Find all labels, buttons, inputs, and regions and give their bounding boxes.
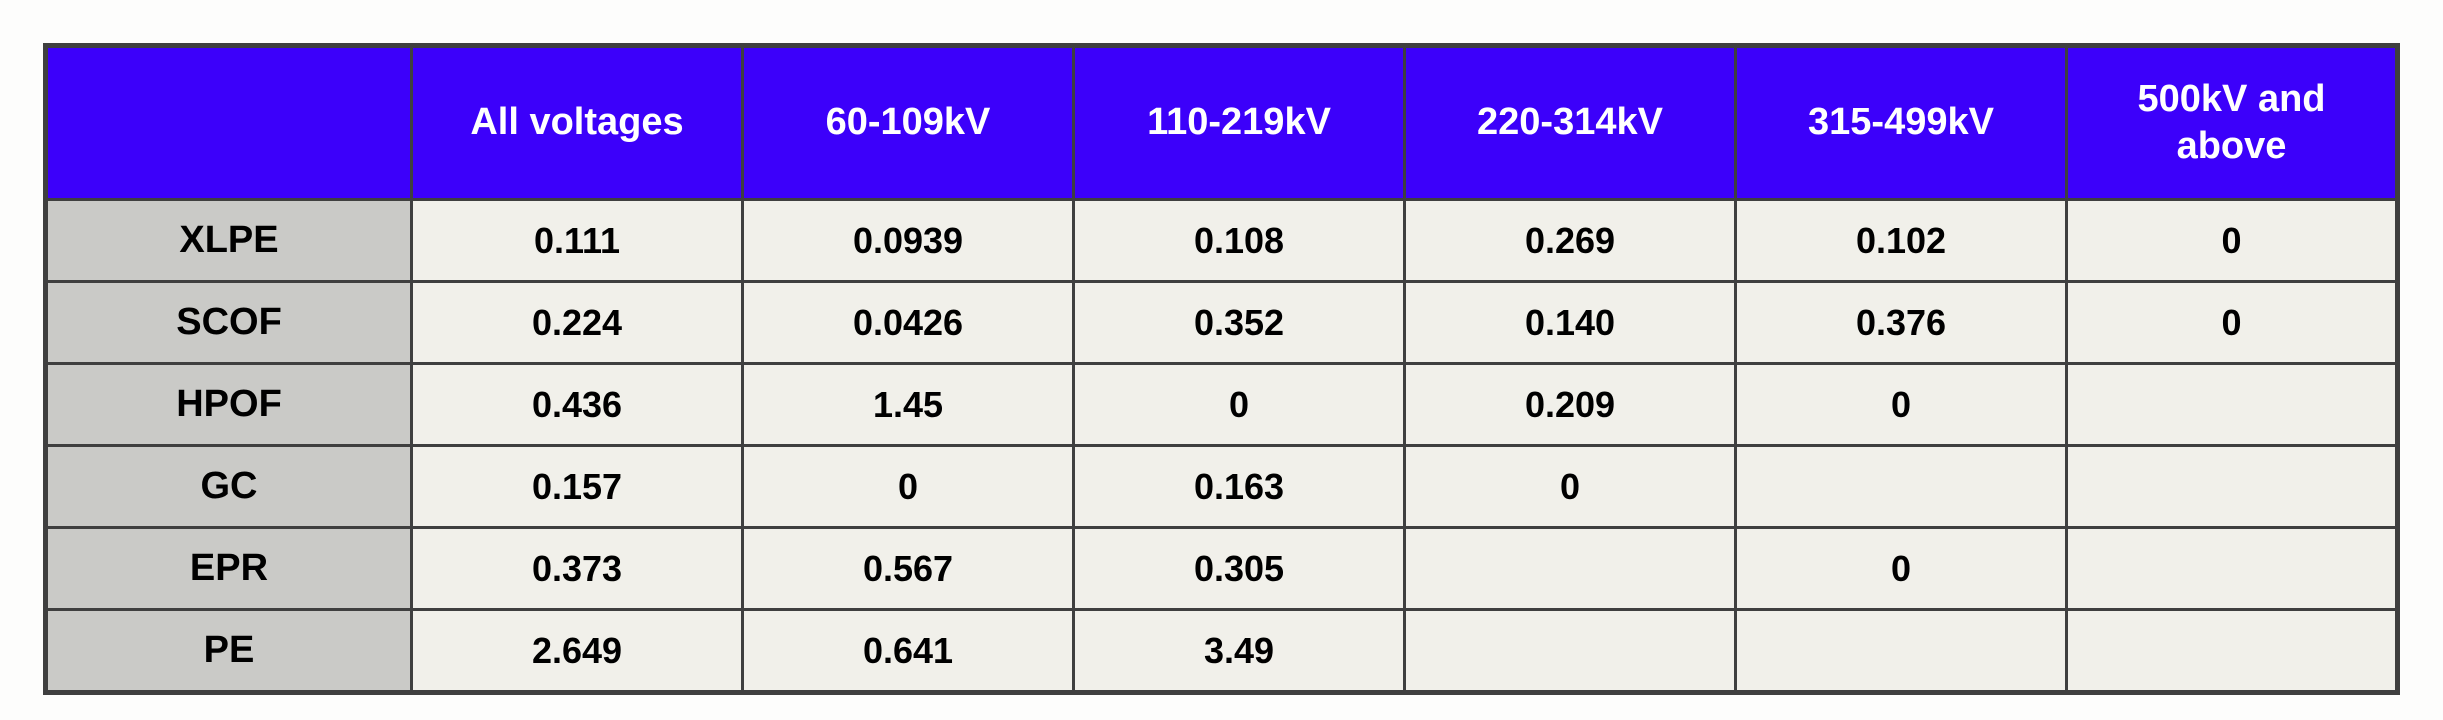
- table-row-hpof: HPOF 0.436 1.45 0 0.209 0: [44, 362, 2399, 447]
- data-cell: 3.49: [1072, 608, 1406, 694]
- failure-rate-table: All voltages 60-109kV 110-219kV 220-314k…: [43, 43, 2400, 695]
- data-cell: 0: [1734, 362, 2068, 447]
- column-header-110-219kv: 110-219kV: [1072, 44, 1406, 201]
- data-cell: 0.0939: [741, 198, 1075, 283]
- table-header: All voltages 60-109kV 110-219kV 220-314k…: [44, 44, 2399, 201]
- data-cell: [1734, 444, 2068, 529]
- row-label-xlpe: XLPE: [44, 198, 413, 283]
- row-label-scof: SCOF: [44, 280, 413, 365]
- data-cell: 0.209: [1403, 362, 1737, 447]
- data-cell: 0: [1734, 526, 2068, 611]
- data-cell: 0.305: [1072, 526, 1406, 611]
- row-label-pe: PE: [44, 608, 413, 694]
- row-label-epr: EPR: [44, 526, 413, 611]
- data-cell: 0.352: [1072, 280, 1406, 365]
- data-cell: 2.649: [410, 608, 744, 694]
- data-cell: 0.376: [1734, 280, 2068, 365]
- column-header-label: 500kV and above: [2137, 77, 2326, 168]
- data-cell: 0.436: [410, 362, 744, 447]
- data-cell: [1403, 608, 1737, 694]
- table-row-pe: PE 2.649 0.641 3.49: [44, 608, 2399, 694]
- data-cell: 0: [741, 444, 1075, 529]
- data-cell: 0.641: [741, 608, 1075, 694]
- data-cell: [2065, 362, 2399, 447]
- column-header-500kv-and-above: 500kV and above: [2065, 44, 2399, 201]
- row-label-gc: GC: [44, 444, 413, 529]
- data-cell: [1734, 608, 2068, 694]
- column-header-220-314kv: 220-314kV: [1403, 44, 1737, 201]
- data-cell: 0.163: [1072, 444, 1406, 529]
- data-cell: 0: [1403, 444, 1737, 529]
- table-body: XLPE 0.111 0.0939 0.108 0.269 0.102 0 SC…: [44, 198, 2399, 694]
- data-cell: 0.140: [1403, 280, 1737, 365]
- row-label-hpof: HPOF: [44, 362, 413, 447]
- data-cell: 0: [2065, 280, 2399, 365]
- data-cell: [2065, 608, 2399, 694]
- table-row-xlpe: XLPE 0.111 0.0939 0.108 0.269 0.102 0: [44, 198, 2399, 283]
- column-header-315-499kv: 315-499kV: [1734, 44, 2068, 201]
- data-cell: 0.157: [410, 444, 744, 529]
- data-cell: 0.567: [741, 526, 1075, 611]
- data-cell: 0.111: [410, 198, 744, 283]
- data-cell: 0: [1072, 362, 1406, 447]
- column-header-all-voltages: All voltages: [410, 44, 744, 201]
- data-cell: 0.373: [410, 526, 744, 611]
- table-row-gc: GC 0.157 0 0.163 0: [44, 444, 2399, 529]
- data-cell: 0: [2065, 198, 2399, 283]
- data-cell: [1403, 526, 1737, 611]
- data-cell: 0.224: [410, 280, 744, 365]
- data-cell: 1.45: [741, 362, 1075, 447]
- corner-cell: [44, 44, 413, 201]
- data-cell: 0.0426: [741, 280, 1075, 365]
- data-cell: 0.108: [1072, 198, 1406, 283]
- data-cell: [2065, 444, 2399, 529]
- table-row-epr: EPR 0.373 0.567 0.305 0: [44, 526, 2399, 611]
- table-row-scof: SCOF 0.224 0.0426 0.352 0.140 0.376 0: [44, 280, 2399, 365]
- data-cell: 0.102: [1734, 198, 2068, 283]
- column-header-60-109kv: 60-109kV: [741, 44, 1075, 201]
- header-row: All voltages 60-109kV 110-219kV 220-314k…: [44, 44, 2399, 201]
- data-cell: 0.269: [1403, 198, 1737, 283]
- data-cell: [2065, 526, 2399, 611]
